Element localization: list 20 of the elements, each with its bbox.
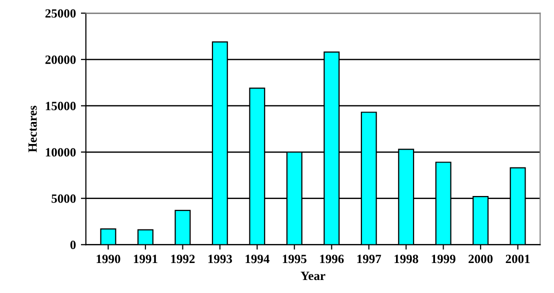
y-tick-label: 20000 xyxy=(45,56,76,64)
x-tick-label: 1995 xyxy=(282,254,306,264)
x-tick-label: 1999 xyxy=(432,254,456,264)
x-tick-label: 2001 xyxy=(506,254,530,264)
x-tick-label: 1997 xyxy=(357,254,382,264)
x-tick-label: 1998 xyxy=(394,254,418,264)
y-tick-label: 0 xyxy=(70,240,76,250)
y-tick-label: 25000 xyxy=(45,9,76,18)
y-tick-label: 10000 xyxy=(46,148,76,157)
x-axis-title: Year xyxy=(300,272,326,280)
x-tick-label: 1994 xyxy=(246,254,270,264)
x-tick-label: 1992 xyxy=(171,254,195,264)
y-axis-title: Hectares xyxy=(28,106,37,152)
x-tick-label: 1990 xyxy=(96,254,120,264)
y-tick-label: 15000 xyxy=(46,102,76,110)
x-tick-label: 1996 xyxy=(320,254,344,264)
x-tick-label: 1991 xyxy=(134,254,158,264)
x-tick-label: 2000 xyxy=(468,254,493,264)
y-tick-label: 5000 xyxy=(52,194,76,203)
x-tick-label: 1993 xyxy=(208,254,232,264)
